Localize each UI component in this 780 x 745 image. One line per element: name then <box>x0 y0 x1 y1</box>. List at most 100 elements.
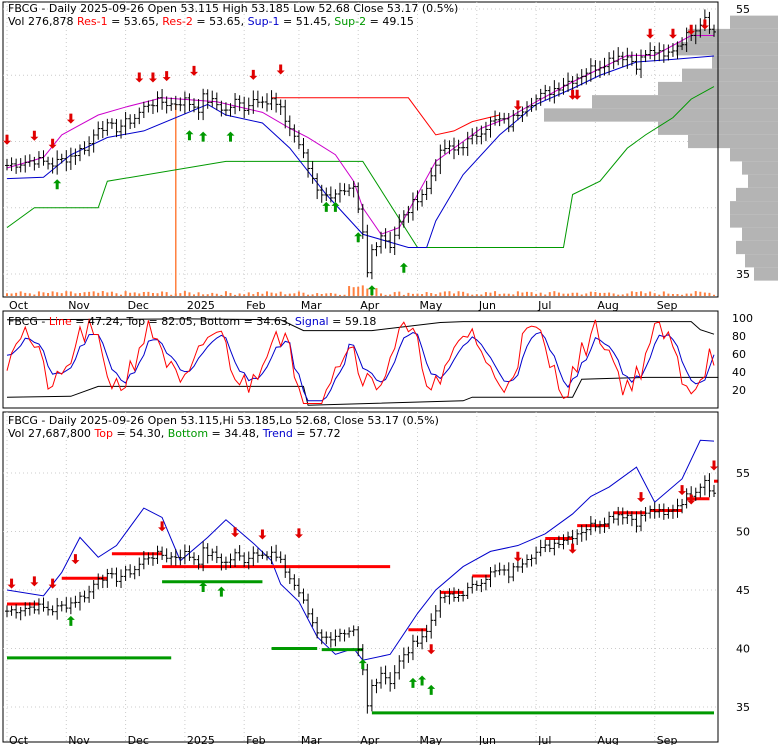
trend-line <box>6 439 715 661</box>
volume-profile-bar <box>712 55 778 69</box>
volume-bar <box>202 294 205 296</box>
price-x-tick-label: Mar <box>301 299 322 312</box>
volume-profile-bar <box>730 214 778 228</box>
volume-bar <box>293 293 296 296</box>
price-x-tick-label: Jul <box>537 299 551 312</box>
volume-bar <box>224 291 227 296</box>
volume-bar <box>316 293 319 296</box>
volume-bar <box>662 291 665 296</box>
trend-y-tick-label: 45 <box>736 584 750 597</box>
volume-bar <box>69 291 72 296</box>
sell-arrow <box>573 89 582 100</box>
volume-bar <box>621 294 624 296</box>
volume-bar <box>480 294 483 296</box>
sell-arrow <box>135 72 144 83</box>
volume-bar <box>101 291 104 296</box>
volume-profile-bar <box>736 187 778 202</box>
support-2-line <box>6 86 715 248</box>
trend-x-tick-label: 2025 <box>187 734 215 745</box>
volume-bar <box>649 291 652 296</box>
oscillator-panel-frame <box>2 310 719 409</box>
volume-bar <box>443 291 446 296</box>
buy-arrow <box>322 201 331 212</box>
buy-arrow <box>418 675 427 686</box>
volume-bar <box>142 291 145 296</box>
volume-bar <box>74 293 77 296</box>
trend-panel-header: FBCG - Daily 2025-09-26 Open 53.115,Hi 5… <box>8 414 439 427</box>
volume-bar <box>576 292 579 296</box>
volume-profile-bar <box>742 161 778 175</box>
oscillator-bottom-band <box>6 376 719 406</box>
volume-bar <box>338 294 341 296</box>
volume-bar <box>448 291 451 296</box>
volume-bar <box>47 293 50 296</box>
sell-arrow <box>568 89 577 100</box>
volume-bar <box>494 291 497 296</box>
volume-bar <box>24 292 27 296</box>
volume-bar <box>462 291 465 296</box>
volume-bar <box>603 292 606 296</box>
volume-bar <box>434 294 437 296</box>
volume-bar <box>667 293 670 296</box>
volume-bar <box>562 293 565 296</box>
volume-bar <box>489 292 492 296</box>
volume-bar <box>238 293 241 296</box>
oscillator-signal-line <box>6 331 715 402</box>
volume-bar <box>275 293 278 296</box>
volume-bar <box>608 292 611 296</box>
oscillator-line <box>6 317 715 404</box>
volume-bar <box>430 293 433 296</box>
buy-arrow <box>226 131 235 142</box>
volume-bar <box>630 291 633 296</box>
sell-arrow <box>258 529 267 540</box>
trend-x-tick-label: Oct <box>9 734 29 745</box>
buy-arrow <box>331 201 340 212</box>
volume-bar <box>658 294 661 296</box>
oscillator-y-tick-label: 40 <box>732 366 746 379</box>
volume-profile-bar <box>544 108 778 122</box>
trend-y-tick-label: 35 <box>736 701 750 714</box>
sell-arrow <box>48 578 57 589</box>
volume-bar <box>307 294 310 296</box>
volume-bar <box>284 294 287 296</box>
volume-bar <box>197 292 200 296</box>
volume-profile-bar <box>745 254 778 268</box>
price-x-tick-label: 2025 <box>187 299 215 312</box>
trend-x-tick-label: Aug <box>597 734 618 745</box>
volume-bar <box>334 293 337 296</box>
volume-bar <box>252 294 255 296</box>
buy-arrow <box>367 285 376 296</box>
volume-bar <box>694 291 697 296</box>
volume-bar <box>206 294 209 296</box>
volume-bar <box>110 291 113 296</box>
volume-bar <box>92 291 95 296</box>
sell-arrow <box>678 485 687 496</box>
volume-bar <box>690 293 693 296</box>
volume-bar <box>56 292 59 296</box>
trend-x-tick-label: Apr <box>360 734 380 745</box>
volume-bar <box>598 292 601 296</box>
sell-arrow <box>687 494 696 505</box>
price-x-tick-label: May <box>420 299 443 312</box>
volume-profile-bar <box>730 15 778 29</box>
buy-arrow <box>185 130 194 141</box>
volume-bar <box>471 294 474 296</box>
sell-arrow <box>687 24 696 35</box>
volume-bar <box>83 292 86 296</box>
volume-bar <box>288 293 291 296</box>
volume-bar <box>553 291 556 296</box>
volume-bar <box>635 291 638 296</box>
volume-bar <box>329 292 332 296</box>
sell-arrow <box>637 492 646 503</box>
volume-bar <box>215 293 218 296</box>
volume-bar <box>425 292 428 296</box>
buy-arrow <box>354 232 363 243</box>
oscillator-y-tick-label: 20 <box>732 384 746 397</box>
volume-bar <box>193 294 196 296</box>
trend-x-tick-label: Nov <box>68 734 90 745</box>
volume-bar <box>503 293 506 296</box>
volume-bar <box>129 292 132 296</box>
volume-bar <box>229 292 232 296</box>
volume-bar <box>589 291 592 296</box>
